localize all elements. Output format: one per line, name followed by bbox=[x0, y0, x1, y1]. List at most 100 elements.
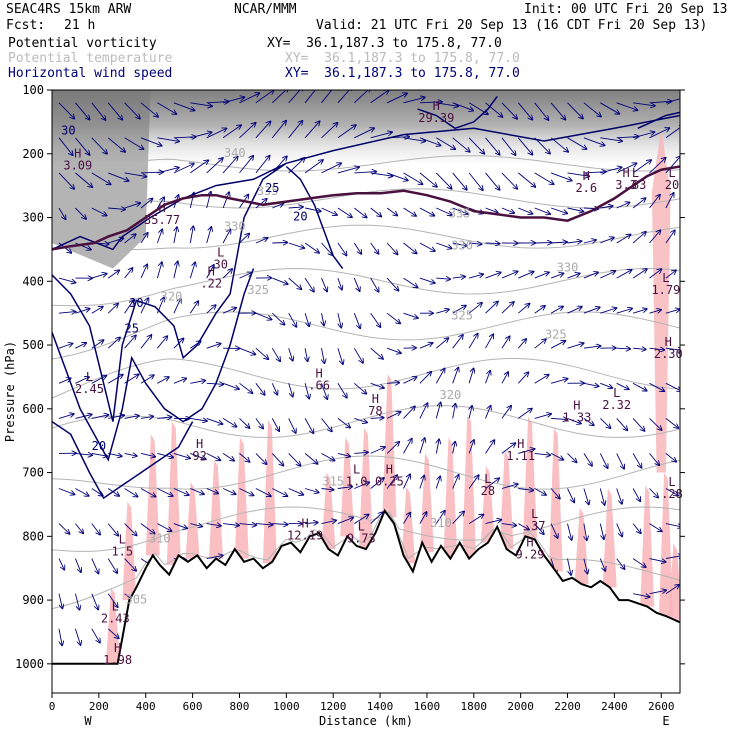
wind-arrow bbox=[354, 515, 368, 524]
wind-arrow bbox=[468, 334, 478, 349]
wind-arrow bbox=[75, 523, 83, 534]
wind-arrow bbox=[75, 453, 92, 455]
wind-arrow bbox=[452, 137, 470, 152]
wind-arrow bbox=[518, 172, 535, 187]
speed-label: 30 bbox=[61, 124, 75, 138]
wind-arrow bbox=[370, 277, 379, 292]
wind-arrow bbox=[58, 344, 73, 349]
x-tick-label: 2400 bbox=[601, 700, 628, 713]
wind-arrow bbox=[485, 371, 491, 384]
wind-arrow bbox=[485, 137, 500, 155]
wind-arrow bbox=[288, 277, 302, 289]
wind-arrow bbox=[370, 478, 384, 489]
wind-arrow bbox=[255, 156, 270, 174]
wind-arrow bbox=[501, 372, 508, 384]
wind-arrow bbox=[485, 334, 494, 349]
wind-speed-isotach bbox=[52, 162, 287, 422]
wind-arrow bbox=[107, 337, 120, 349]
wind-arrow bbox=[633, 102, 655, 106]
extremum-kind: H bbox=[622, 166, 629, 180]
extremum-value: 28 bbox=[481, 484, 495, 498]
wind-arrow bbox=[173, 227, 177, 244]
wind-arrow bbox=[567, 307, 582, 314]
wind-arrow bbox=[206, 158, 223, 174]
rh-shading-band bbox=[185, 482, 200, 559]
wind-arrow bbox=[550, 172, 572, 181]
wind-arrow bbox=[632, 132, 654, 139]
wind-arrow bbox=[485, 478, 500, 489]
rh-shading-band bbox=[122, 501, 137, 601]
wind-arrow bbox=[91, 102, 106, 120]
extremum-value: 2.43 bbox=[101, 611, 130, 625]
wind-arrow bbox=[222, 453, 234, 460]
wind-arrow bbox=[567, 172, 590, 176]
wind-arrow bbox=[616, 102, 638, 110]
wind-arrow bbox=[354, 482, 369, 489]
wind-arrow bbox=[255, 524, 273, 525]
wind-arrow bbox=[108, 208, 125, 209]
wind-arrow bbox=[190, 226, 193, 244]
extremum-value: 2.45 bbox=[75, 382, 104, 396]
extremum-value: 1.0 bbox=[346, 474, 368, 488]
rh-shading-band bbox=[209, 459, 224, 559]
extremum-value: .66 bbox=[308, 379, 330, 393]
wind-arrow bbox=[403, 207, 417, 216]
wind-arrow bbox=[321, 383, 328, 399]
wind-arrow bbox=[140, 488, 156, 497]
wind-arrow bbox=[288, 383, 293, 396]
x-tick-label: 2600 bbox=[648, 700, 675, 713]
wind-arrow bbox=[469, 243, 481, 244]
wind-arrow bbox=[74, 593, 79, 610]
wind-arrow bbox=[304, 313, 309, 326]
wind-arrow bbox=[403, 439, 412, 454]
wind-arrow bbox=[600, 308, 616, 314]
wind-arrow bbox=[91, 340, 104, 349]
wind-arrow bbox=[649, 382, 665, 391]
x-tick-label: 2000 bbox=[507, 700, 534, 713]
wind-arrow bbox=[436, 439, 439, 454]
wind-arrow bbox=[75, 137, 89, 155]
wind-arrow bbox=[452, 475, 459, 489]
wind-arrow bbox=[337, 487, 352, 489]
wind-arrow bbox=[386, 475, 397, 489]
wind-arrow bbox=[140, 452, 155, 456]
wind-arrow bbox=[567, 417, 581, 423]
wind-arrow bbox=[91, 593, 98, 610]
wind-arrow bbox=[190, 418, 207, 421]
wind-arrow bbox=[58, 137, 73, 155]
wind-arrow bbox=[616, 558, 625, 570]
wind-arrow bbox=[649, 523, 662, 532]
wind-arrow bbox=[108, 172, 129, 181]
wind-arrow bbox=[91, 558, 99, 574]
wind-arrow bbox=[583, 272, 598, 279]
rh-shading-band bbox=[658, 472, 673, 617]
wind-arrow bbox=[353, 277, 359, 291]
wind-arrow bbox=[173, 452, 190, 458]
rh-shading-band bbox=[321, 472, 336, 550]
wind-arrow bbox=[583, 172, 606, 173]
wind-arrow bbox=[600, 271, 615, 279]
rh-shading-band bbox=[523, 416, 538, 538]
wind-arrow bbox=[173, 488, 189, 496]
west-label: W bbox=[84, 714, 92, 728]
wind-arrow bbox=[288, 418, 296, 433]
wind-arrow bbox=[271, 347, 280, 361]
wind-arrow bbox=[304, 121, 320, 139]
wind-arrow bbox=[304, 242, 319, 253]
wind-arrow bbox=[337, 207, 352, 217]
wind-arrow bbox=[271, 312, 284, 325]
wind-arrow bbox=[468, 274, 483, 279]
wind-arrow bbox=[304, 277, 314, 292]
wind-speed-isotach bbox=[52, 268, 255, 462]
wind-arrow bbox=[453, 404, 456, 419]
wind-arrow bbox=[354, 172, 376, 173]
rh-shading-band bbox=[262, 419, 277, 564]
wind-arrow bbox=[337, 453, 350, 456]
theta-isoline bbox=[52, 511, 680, 610]
annotations: 340 335 330 335 330 330 325 325 325 320 320 315 310 3… bbox=[61, 99, 683, 667]
wind-arrow bbox=[239, 524, 257, 526]
y-tick-label: 800 bbox=[22, 529, 44, 543]
wind-arrow bbox=[206, 417, 223, 424]
extremum-value: 12.19 bbox=[287, 529, 323, 543]
center-name: NCAR/MMM bbox=[234, 2, 297, 17]
